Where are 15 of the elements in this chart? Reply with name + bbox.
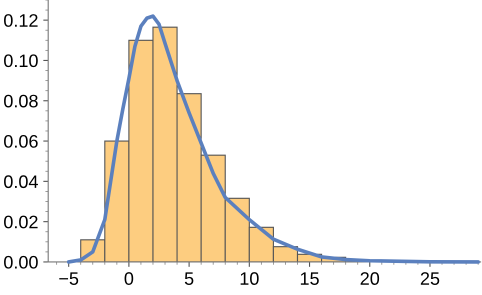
x-tick-label: 0 (124, 272, 134, 285)
x-tick-label: 5 (184, 272, 194, 285)
x-tick-label: −5 (59, 272, 78, 285)
y-tick-label: 0.06 (4, 134, 38, 148)
x-tick-label: 20 (360, 272, 380, 285)
y-tick-label: 0.10 (4, 54, 38, 68)
y-tick-label: 0.04 (4, 175, 38, 188)
line-series (66, 14, 480, 264)
x-tick-label: 15 (300, 272, 319, 285)
y-tick-label: 0.08 (4, 94, 38, 108)
x-tick-label: 10 (240, 272, 259, 285)
x-tick-label: 25 (420, 272, 440, 285)
y-tick-label: 0.12 (4, 14, 38, 27)
y-tick-label: 0.02 (4, 216, 38, 228)
y-tick-label: 0.00 (4, 256, 38, 269)
